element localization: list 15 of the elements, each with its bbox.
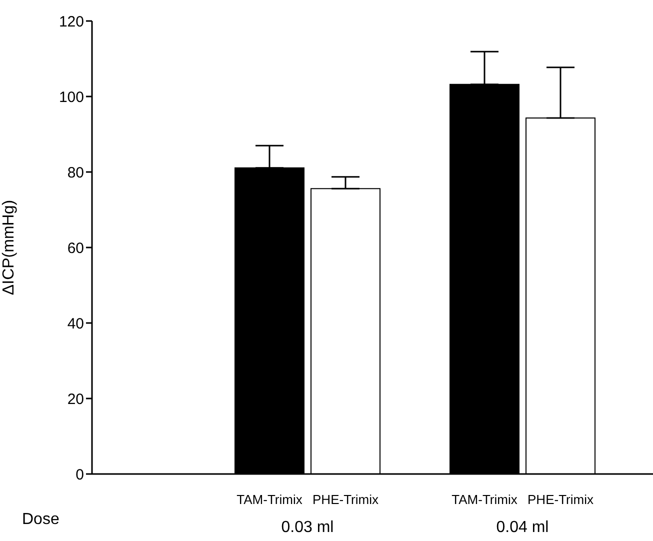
series-label: TAM-Trimix xyxy=(236,492,303,507)
x-axis-title: Dose xyxy=(22,511,60,528)
series-label: PHE-Trimix xyxy=(312,492,379,507)
y-tick-label: 80 xyxy=(67,164,84,182)
y-tick-label: 40 xyxy=(67,315,84,332)
y-tick-label: 0 xyxy=(76,466,84,484)
y-axis-title: ΔICP(mmHg) xyxy=(0,200,18,296)
y-tick-label: 60 xyxy=(67,240,84,257)
text: PHE-Trimix xyxy=(528,492,594,507)
y-tick-label: 120 xyxy=(58,13,84,30)
text: TAM-Trimix xyxy=(452,492,518,507)
y-tick-label: 20 xyxy=(67,390,84,408)
x-tick-label: 0.04 ml xyxy=(496,519,549,536)
y-tick-label: 100 xyxy=(58,88,84,106)
x-tick-label: 0.03 ml xyxy=(281,519,334,536)
